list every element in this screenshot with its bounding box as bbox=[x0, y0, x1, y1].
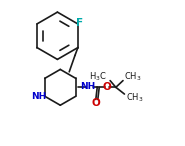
Text: NH: NH bbox=[31, 92, 47, 101]
Text: O: O bbox=[102, 82, 111, 92]
Text: O: O bbox=[92, 98, 101, 108]
Text: F: F bbox=[76, 18, 84, 28]
Text: CH$_3$: CH$_3$ bbox=[125, 71, 142, 83]
Text: H$_3$C: H$_3$C bbox=[89, 71, 107, 83]
Text: NH: NH bbox=[81, 82, 96, 91]
Text: CH$_3$: CH$_3$ bbox=[126, 92, 143, 104]
